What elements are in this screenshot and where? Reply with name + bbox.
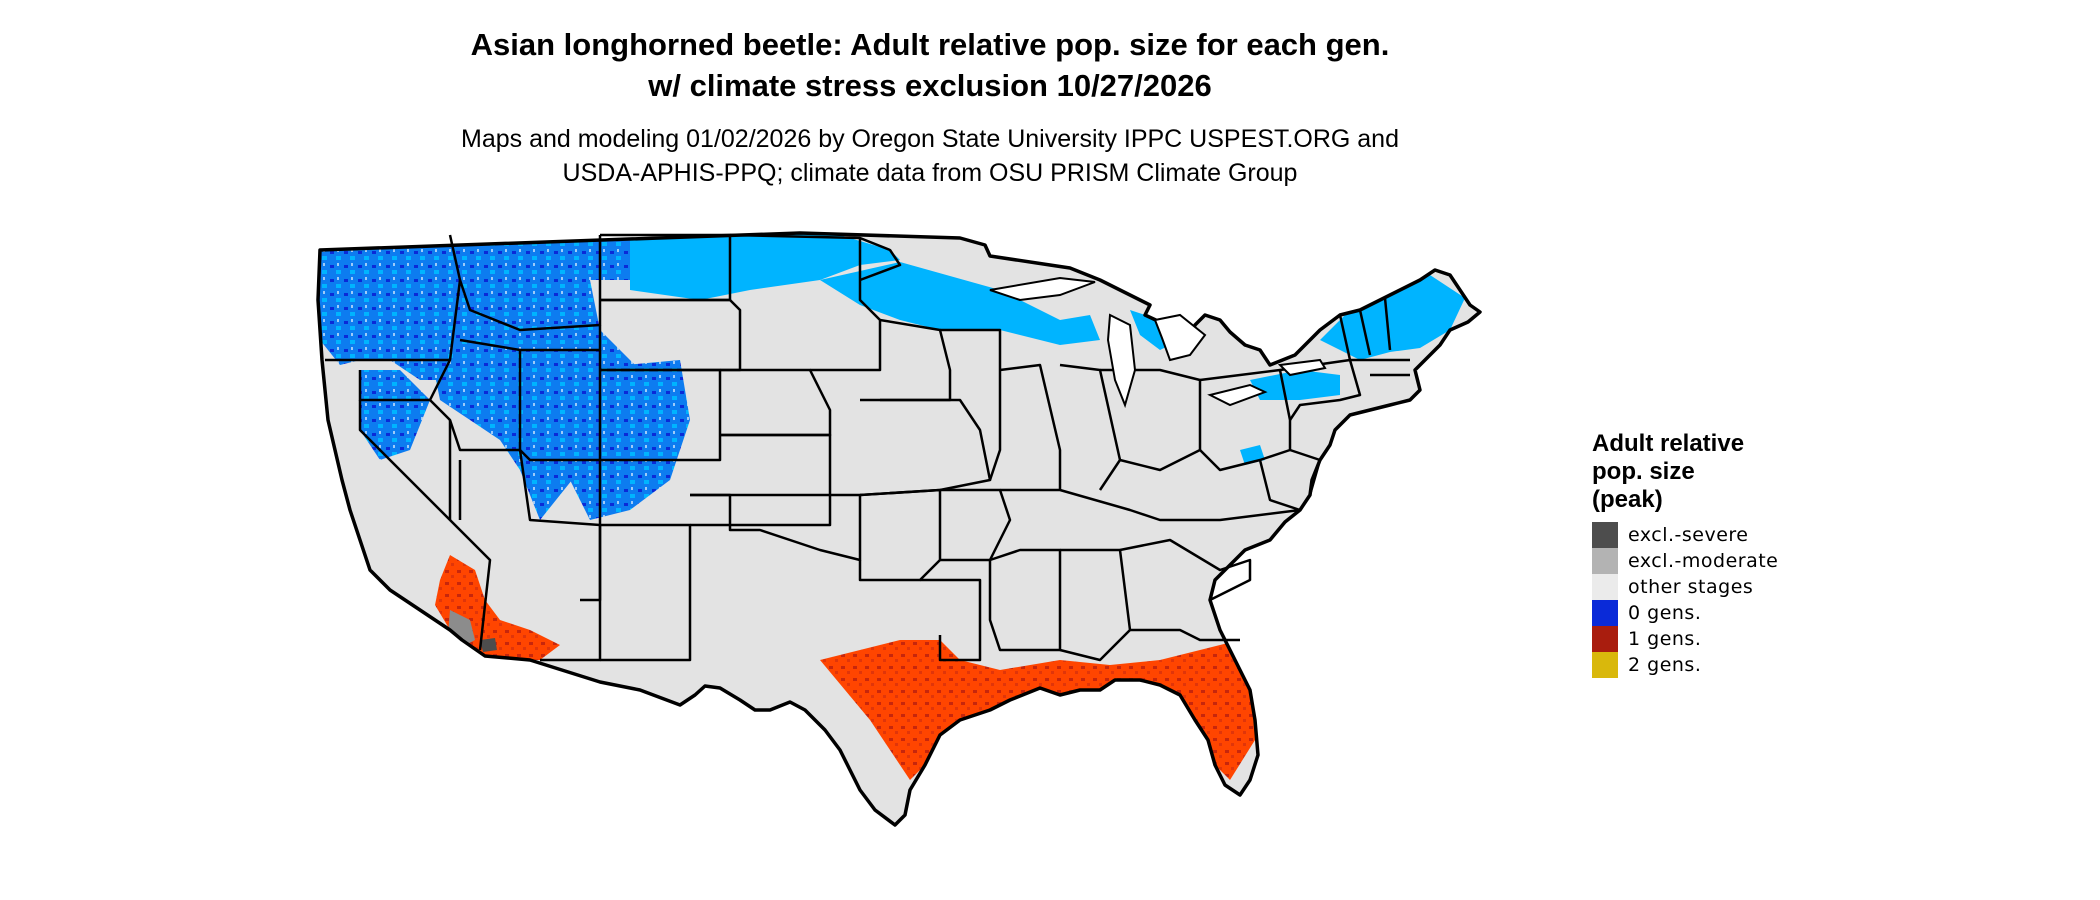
legend-swatch-excl-severe (1592, 522, 1618, 548)
zero-gen-region-new-york (1250, 370, 1340, 400)
us-map (316, 231, 1482, 827)
legend-title: Adult relative pop. size (peak) (1592, 430, 1892, 514)
legend-swatch-0-gens (1592, 600, 1618, 626)
legend-label-2-gens: 2 gens. (1628, 654, 1702, 676)
legend-item-2-gens: 2 gens. (1592, 652, 1892, 678)
map-title-line-2: w/ climate stress exclusion 10/27/2026 (648, 68, 1212, 103)
legend-label-0-gens: 0 gens. (1628, 602, 1702, 624)
legend-swatch-2-gens (1592, 652, 1618, 678)
legend-item-excl-moderate: excl.-moderate (1592, 548, 1892, 574)
legend-item-excl-severe: excl.-severe (1592, 522, 1892, 548)
great-lakes (989, 276, 1327, 409)
zero-gen-region-great-lakes (820, 262, 1100, 345)
legend-label-1-gens: 1 gens. (1628, 628, 1702, 650)
zero-gen-region-north-dakota (630, 233, 900, 300)
map-subtitle-line-1: Maps and modeling 01/02/2026 by Oregon S… (461, 125, 1399, 153)
one-gen-region-gulf-coast (820, 640, 1260, 780)
legend-title-line-3: (peak) (1592, 486, 1663, 513)
legend-swatch-1-gens (1592, 626, 1618, 652)
map-title-line-1: Asian longhorned beetle: Adult relative … (470, 27, 1390, 62)
zero-gen-region-idaho (360, 370, 430, 460)
zero-gen-region-new-england (1320, 275, 1465, 360)
legend-item-1-gens: 1 gens. (1592, 626, 1892, 652)
legend-label-excl-moderate: excl.-moderate (1628, 550, 1779, 572)
map-subtitle: Maps and modeling 01/02/2026 by Oregon S… (0, 122, 1860, 190)
legend-title-line-1: Adult relative (1592, 430, 1745, 457)
state-borders (325, 233, 1410, 662)
map-subtitle-line-2: USDA-APHIS-PPQ; climate data from OSU PR… (562, 159, 1298, 187)
map-title: Asian longhorned beetle: Adult relative … (0, 24, 1860, 106)
legend-title-line-2: pop. size (1592, 458, 1695, 485)
legend-swatch-other-stages (1592, 574, 1618, 600)
legend-label-excl-severe: excl.-severe (1628, 524, 1749, 546)
legend: Adult relative pop. size (peak) excl.-se… (1592, 430, 1892, 678)
legend-item-other-stages: other stages (1592, 574, 1892, 600)
legend-label-other-stages: other stages (1628, 576, 1754, 598)
legend-swatch-excl-moderate (1592, 548, 1618, 574)
legend-item-0-gens: 0 gens. (1592, 600, 1892, 626)
exclusion-region-desert (480, 638, 497, 652)
